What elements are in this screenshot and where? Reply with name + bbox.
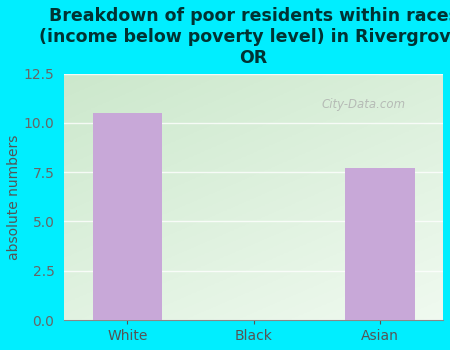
Bar (345, 168, 414, 320)
Text: City-Data.com: City-Data.com (322, 98, 406, 111)
Y-axis label: absolute numbers: absolute numbers (7, 134, 21, 260)
Title: Breakdown of poor residents within races
(income below poverty level) in Rivergr: Breakdown of poor residents within races… (39, 7, 450, 66)
Bar (93, 113, 162, 320)
